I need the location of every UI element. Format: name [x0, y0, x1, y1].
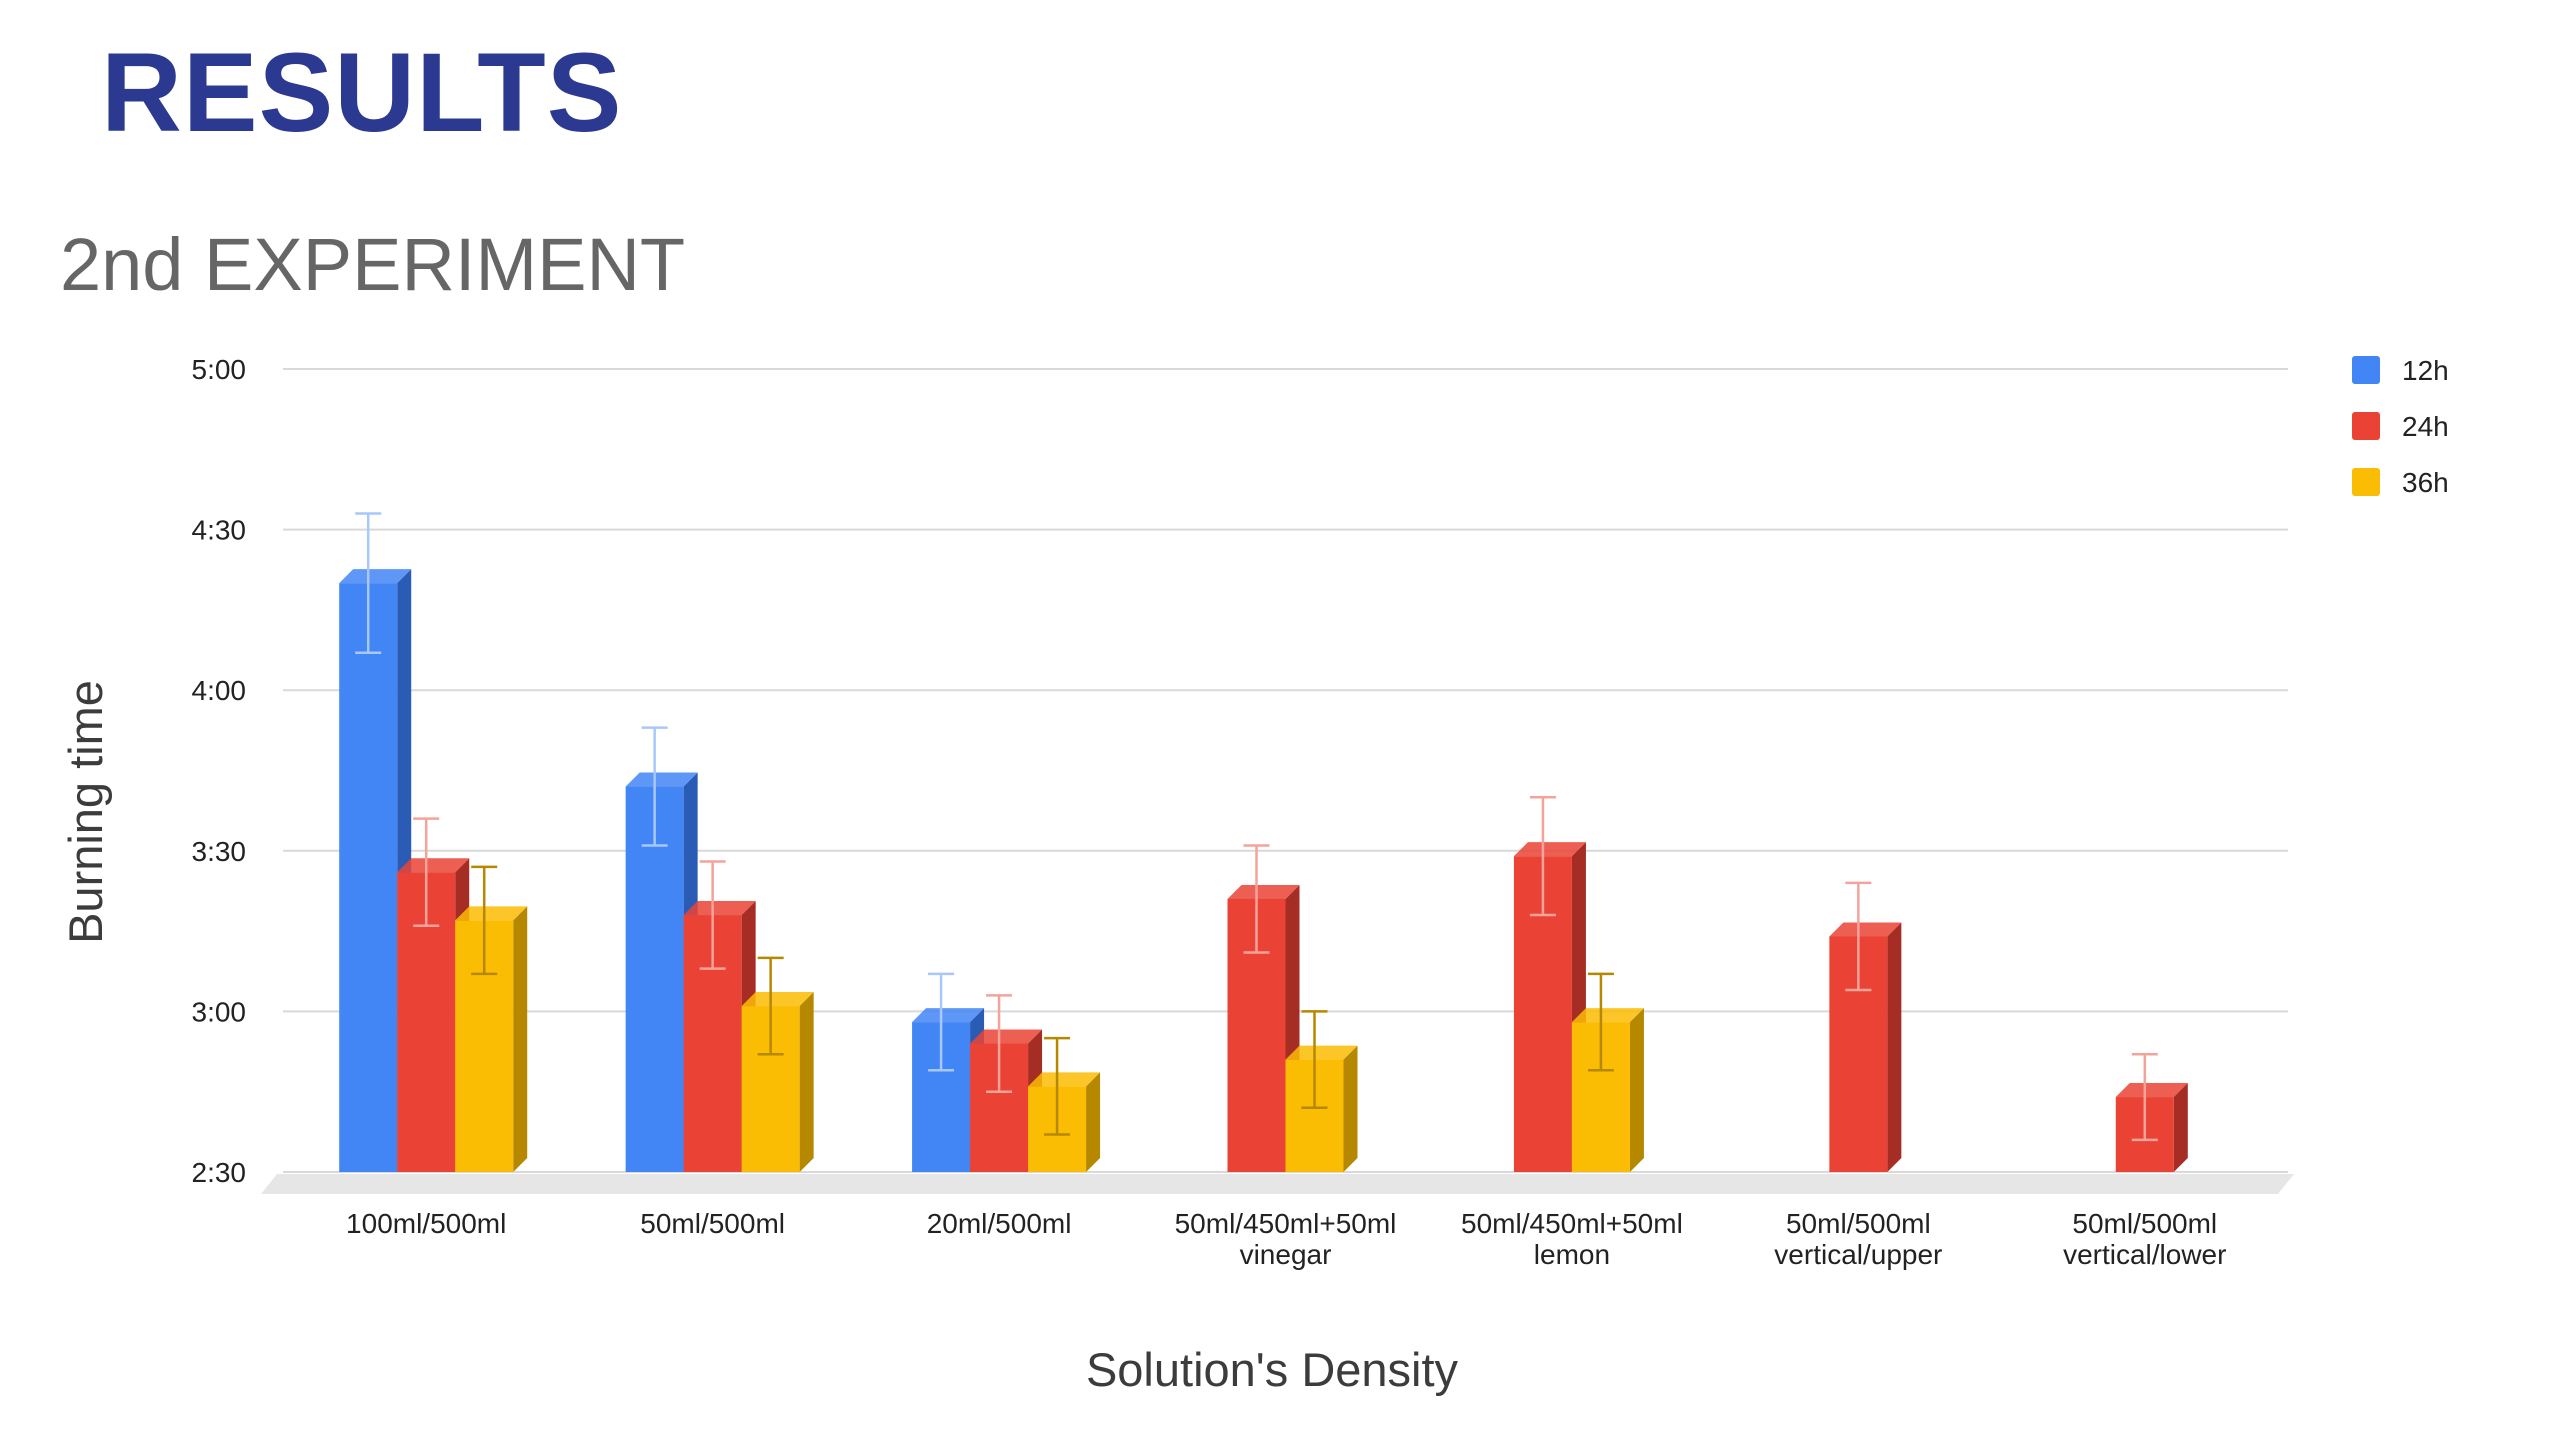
bar-side [1343, 1045, 1358, 1172]
bar-top [625, 772, 698, 787]
results-heading: RESULTS [101, 30, 623, 155]
bar-side [2173, 1083, 2188, 1172]
bar-top [1571, 1008, 1644, 1023]
bar-12h-3 [912, 972, 985, 1172]
legend-label-36h: 36h [2402, 467, 2449, 498]
chart-floor [261, 1174, 2294, 1194]
bar-24h-5 [1513, 796, 1586, 1172]
bar-top [455, 906, 528, 921]
x-tick-label: vertical/lower [2063, 1239, 2226, 1270]
y-tick-label: 5:00 [192, 354, 247, 385]
bar-side [513, 906, 528, 1172]
legend-swatch-36h [2352, 468, 2380, 496]
error-bar [2131, 1052, 2158, 1142]
bar-12h-2 [625, 726, 698, 1172]
error-bar [471, 865, 498, 976]
bar-top [741, 992, 814, 1007]
x-tick-label: 50ml/500ml [2072, 1208, 2217, 1239]
bar-top [2115, 1083, 2188, 1098]
x-tick-label: 100ml/500ml [346, 1208, 506, 1239]
bar-top [1285, 1045, 1358, 1060]
bar-top [1028, 1072, 1101, 1087]
x-tick-label: vertical/upper [1774, 1239, 1942, 1270]
x-tick-label: lemon [1534, 1239, 1610, 1270]
x-axis-label: Solution's Density [1086, 1343, 1459, 1396]
bar-front [625, 786, 684, 1172]
error-bar [986, 994, 1013, 1093]
error-bar [1587, 972, 1614, 1072]
x-tick-label: 50ml/450ml+50ml [1175, 1208, 1397, 1239]
bar-front [339, 583, 398, 1172]
y-tick-label: 2:30 [192, 1157, 247, 1188]
x-tick-label: 50ml/450ml+50ml [1461, 1208, 1683, 1239]
bar-top [683, 901, 756, 916]
error-bar [757, 956, 784, 1056]
bar-24h-7 [2115, 1052, 2188, 1172]
bar-top [970, 1029, 1043, 1044]
bar-36h-5 [1571, 972, 1644, 1172]
legend-swatch-24h [2352, 412, 2380, 440]
y-axis-label: Burning time [59, 680, 112, 944]
bar-36h-4 [1285, 1010, 1358, 1172]
bar-side [1086, 1072, 1101, 1172]
x-tick-label: 20ml/500ml [927, 1208, 1072, 1239]
experiment-subheading: 2nd EXPERIMENT [60, 223, 686, 306]
x-tick-label: vinegar [1240, 1239, 1332, 1270]
bar-24h-6 [1829, 881, 1902, 1172]
bar-top [1513, 842, 1586, 857]
bar-36h-1 [455, 865, 528, 1172]
y-tick-label: 4:30 [192, 515, 247, 546]
error-bar [1301, 1010, 1328, 1110]
legend-label-12h: 12h [2402, 355, 2449, 386]
error-bar [413, 817, 440, 927]
bar-top [1227, 884, 1300, 899]
x-tick-label: 50ml/500ml [640, 1208, 785, 1239]
bar-top [397, 858, 470, 873]
bar-side [799, 992, 814, 1172]
error-bar [1243, 844, 1270, 954]
y-tick-label: 4:00 [192, 675, 247, 706]
bar-top [912, 1008, 985, 1023]
error-bar [1845, 881, 1872, 992]
bar-top [339, 569, 412, 584]
error-bar [699, 860, 726, 970]
error-bar [355, 512, 382, 654]
error-bar [1044, 1036, 1071, 1136]
bar-side [1629, 1008, 1644, 1172]
bar-top [1829, 922, 1902, 937]
legend-label-24h: 24h [2402, 411, 2449, 442]
error-bar [641, 726, 668, 847]
y-tick-label: 3:30 [192, 836, 247, 867]
legend-swatch-12h [2352, 356, 2380, 384]
y-tick-label: 3:00 [192, 996, 247, 1027]
bar-side [1887, 922, 1902, 1172]
error-bar [1529, 796, 1556, 917]
bar-36h-3 [1028, 1036, 1101, 1172]
bar-36h-2 [741, 956, 814, 1172]
x-tick-label: 50ml/500ml [1786, 1208, 1931, 1239]
error-bar [928, 972, 955, 1072]
